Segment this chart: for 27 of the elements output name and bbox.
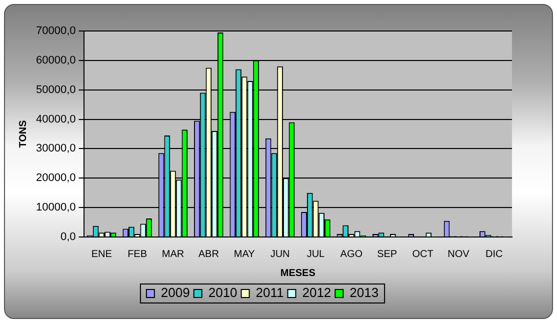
y-tick-label: 50000,0 xyxy=(36,84,76,96)
legend-label: 2010 xyxy=(208,285,238,300)
x-tick-label: NOV xyxy=(448,248,470,260)
y-tick-label: 20000,0 xyxy=(36,172,76,184)
x-tick-label: OCT xyxy=(412,248,434,260)
y-tick-label: 40000,0 xyxy=(36,113,76,126)
x-tick-label: ABR xyxy=(198,248,219,260)
x-tick-label: FEB xyxy=(128,248,148,260)
y-tick-label: 70000,0 xyxy=(36,25,76,38)
x-tick-label: MAY xyxy=(234,248,256,260)
y-tick-label: 0,0 xyxy=(60,231,76,244)
x-tick-label: AGO xyxy=(340,248,363,260)
y-axis-title: TONS xyxy=(18,120,29,148)
legend-label: 2012 xyxy=(302,285,332,300)
x-tick-label: MAR xyxy=(162,248,184,260)
y-tick-label: 60000,0 xyxy=(36,54,76,66)
x-tick-label: JUL xyxy=(306,248,326,260)
x-tick-label: ENE xyxy=(91,248,112,260)
legend-label: 2009 xyxy=(160,285,190,300)
x-axis-title: MESES xyxy=(280,268,316,279)
x-tick-label: JUN xyxy=(270,248,290,260)
legend-label: 2011 xyxy=(256,285,284,300)
y-tick-label: 10000,0 xyxy=(36,202,76,214)
x-tick-label: SEP xyxy=(377,248,398,260)
x-tick-label: DIC xyxy=(486,248,503,260)
y-tick-label: 30000,0 xyxy=(36,142,76,155)
legend-label: 2013 xyxy=(350,285,379,300)
